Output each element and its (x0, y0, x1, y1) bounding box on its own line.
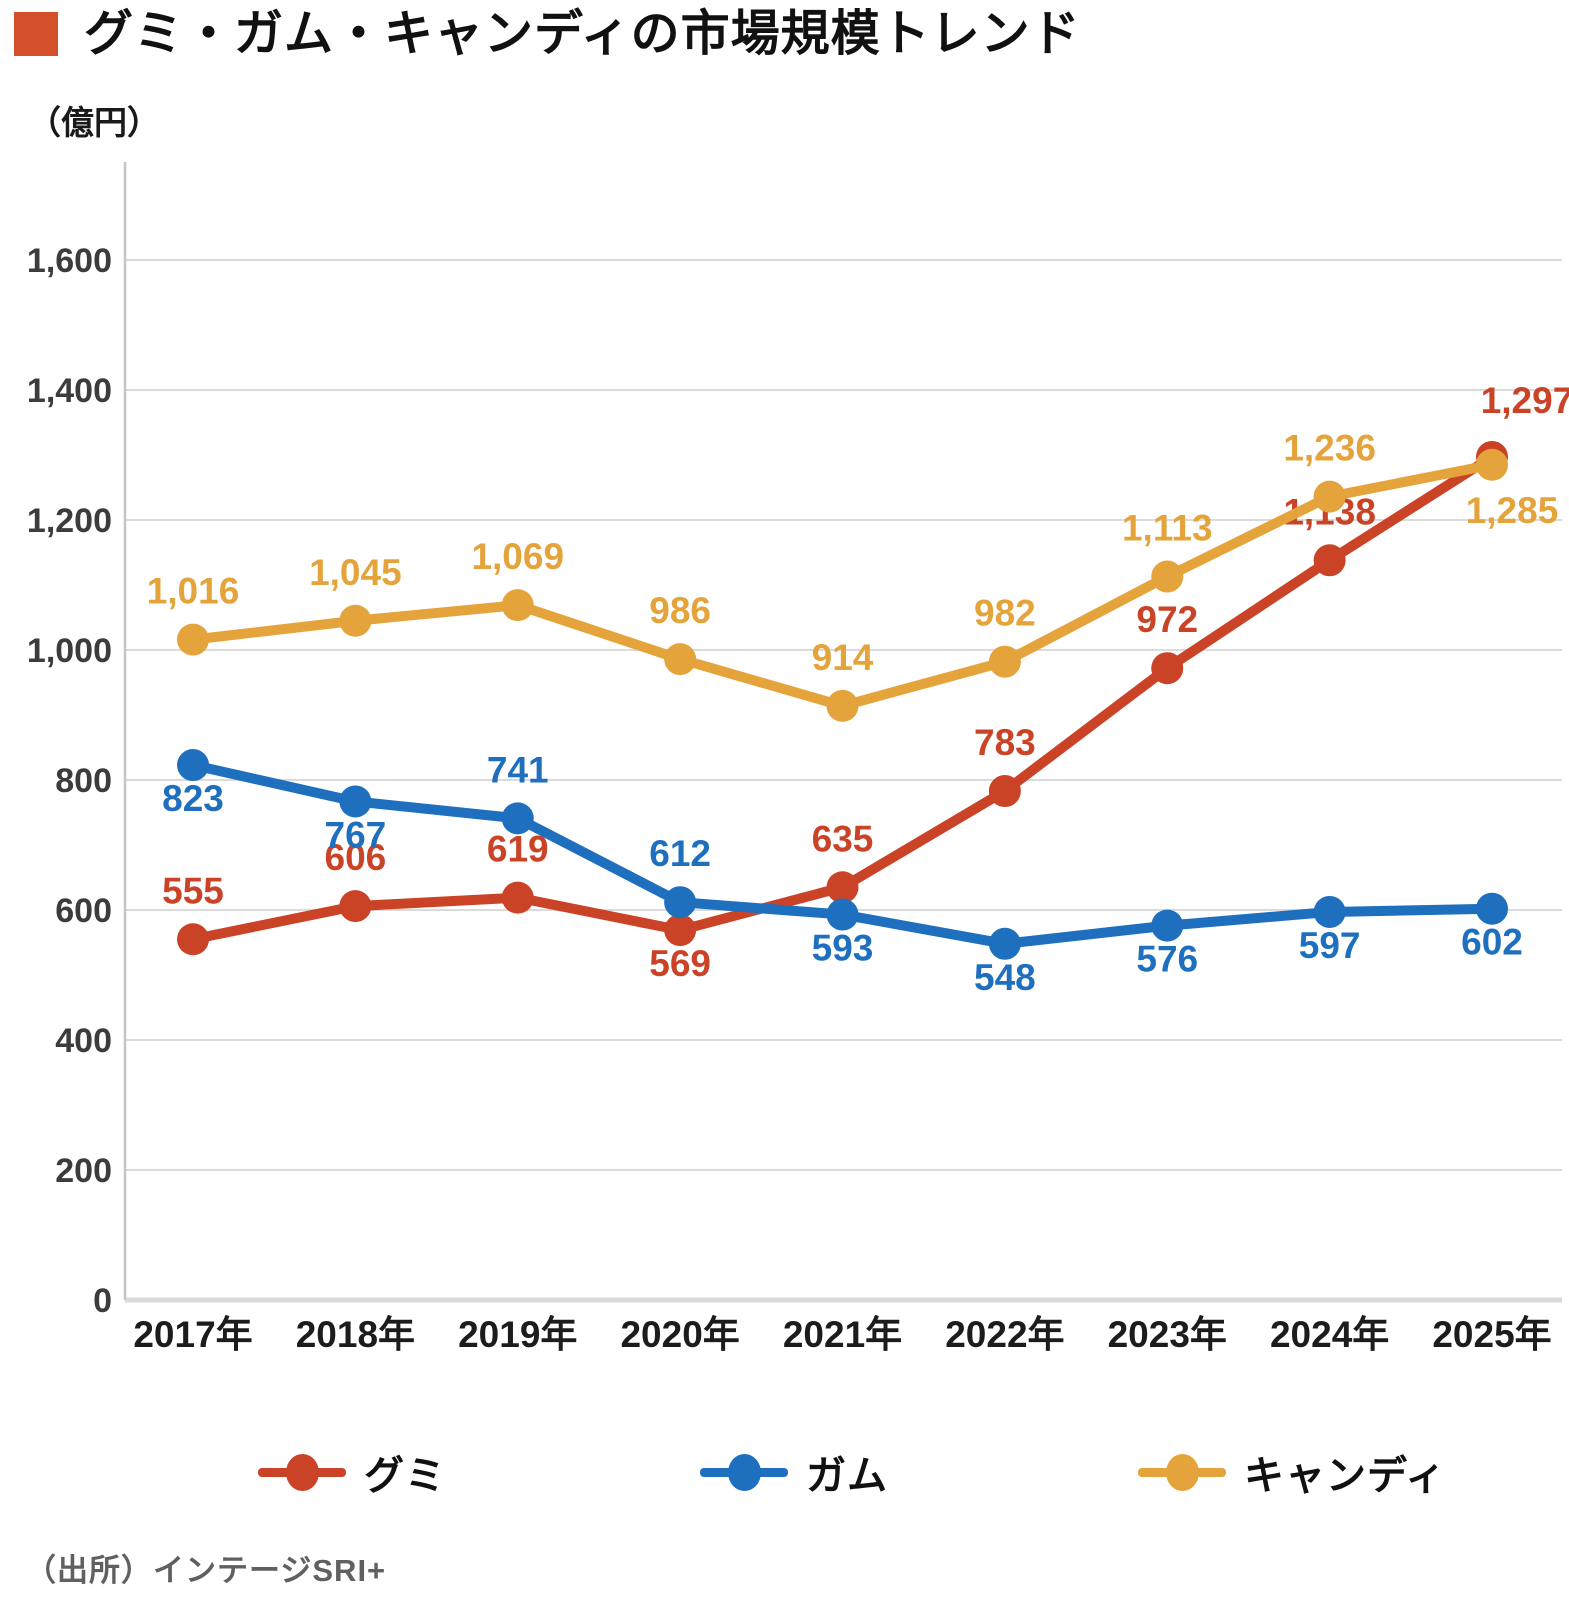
y-axis-tick-label: 1,400 (27, 372, 112, 410)
value-label: 593 (812, 928, 874, 969)
value-label: 635 (812, 818, 874, 859)
data-point (339, 785, 372, 818)
gummy-line-marker-icon (258, 1450, 346, 1494)
value-label: 1,045 (309, 552, 402, 593)
value-label: 602 (1461, 922, 1523, 963)
x-axis-tick-label: 2025年 (1432, 1314, 1551, 1355)
value-label: 597 (1299, 925, 1361, 966)
data-point (501, 881, 534, 914)
data-point (1476, 448, 1508, 481)
value-label: 619 (487, 829, 549, 870)
value-label: 982 (974, 593, 1036, 634)
candy-line-marker-icon (1138, 1450, 1226, 1494)
y-axis-unit-label: （億円） (28, 104, 160, 141)
x-axis-tick-label: 2021年 (783, 1314, 902, 1355)
y-axis-tick-label: 1,000 (27, 632, 112, 670)
chart-header: グミ・ガム・キャンディの市場規模トレンド (14, 7, 1081, 62)
x-axis-tick-label: 2017年 (133, 1314, 252, 1355)
value-label: 569 (649, 943, 711, 984)
value-label: 767 (325, 814, 387, 855)
value-label: 986 (649, 590, 711, 631)
data-point (1313, 544, 1346, 577)
data-point (1313, 895, 1346, 928)
value-label: 1,297 (1481, 380, 1569, 421)
value-label: 606 (325, 837, 387, 878)
data-point (177, 749, 209, 782)
value-label: 914 (812, 637, 874, 678)
legend-label-gummy: グミ (364, 1454, 446, 1498)
data-point (826, 898, 859, 931)
chart-legend: グミ ガム キャンディ (0, 1444, 1569, 1504)
data-point (1151, 652, 1184, 685)
data-point (1151, 909, 1184, 942)
data-point (1151, 560, 1184, 593)
y-axis-tick-label: 1,200 (27, 502, 112, 540)
y-axis-tick-label: 600 (55, 892, 112, 930)
data-point (988, 645, 1021, 678)
legend-item-candy: キャンディ (1138, 1444, 1446, 1500)
legend-label-candy: キャンディ (1244, 1454, 1447, 1498)
x-axis-tick-label: 2023年 (1108, 1314, 1227, 1355)
data-point (988, 927, 1021, 960)
data-point (501, 589, 534, 622)
data-point (826, 871, 859, 904)
y-axis-tick-label: 200 (55, 1152, 112, 1190)
chart-title: グミ・ガム・キャンディの市場規模トレンド (84, 7, 1081, 61)
y-axis-tick-label: 400 (55, 1022, 112, 1060)
value-label: 1,236 (1283, 428, 1376, 469)
data-point (826, 689, 859, 722)
x-axis-tick-label: 2018年 (296, 1314, 415, 1355)
value-label: 612 (649, 833, 711, 874)
value-label: 783 (974, 722, 1036, 763)
title-square-icon (14, 12, 58, 56)
data-point (988, 775, 1021, 808)
value-label: 576 (1136, 939, 1198, 980)
value-label: 555 (162, 870, 224, 911)
data-point (664, 914, 697, 947)
x-axis-tick-label: 2022年 (945, 1314, 1064, 1355)
legend-item-gummy: グミ (258, 1444, 446, 1500)
value-label: 972 (1136, 599, 1198, 640)
source-note: （出所）インテージSRI+ (25, 1553, 387, 1588)
x-axis-tick-label: 2024年 (1270, 1314, 1389, 1355)
gum-line-marker-icon (700, 1450, 788, 1494)
line-chart: 0 200 400 600 800 1,000 1,200 1,400 1,600 2017年 20… (27, 162, 1569, 1355)
value-label: 548 (974, 957, 1036, 998)
value-label: 823 (162, 778, 224, 819)
data-point (177, 923, 209, 956)
legend-item-gum: ガム (700, 1444, 888, 1500)
data-point (664, 886, 697, 919)
data-point (664, 643, 697, 676)
value-label: 741 (487, 749, 549, 790)
value-label: 1,016 (147, 571, 240, 612)
x-axis-tick-label: 2019年 (458, 1314, 577, 1355)
value-label: 1,285 (1466, 490, 1559, 531)
data-point (339, 890, 372, 923)
data-point (1476, 892, 1508, 925)
y-axis-tick-label: 0 (93, 1282, 112, 1320)
legend-label-gum: ガム (806, 1454, 888, 1498)
data-point (1313, 480, 1346, 513)
data-point (501, 802, 534, 835)
value-label: 1,069 (471, 536, 564, 577)
data-point (339, 604, 372, 637)
y-axis-tick-label: 800 (55, 762, 112, 800)
data-point (177, 623, 209, 656)
x-axis-tick-label: 2020年 (620, 1314, 739, 1355)
value-label: 1,113 (1122, 508, 1213, 549)
y-axis-tick-label: 1,600 (27, 242, 112, 280)
